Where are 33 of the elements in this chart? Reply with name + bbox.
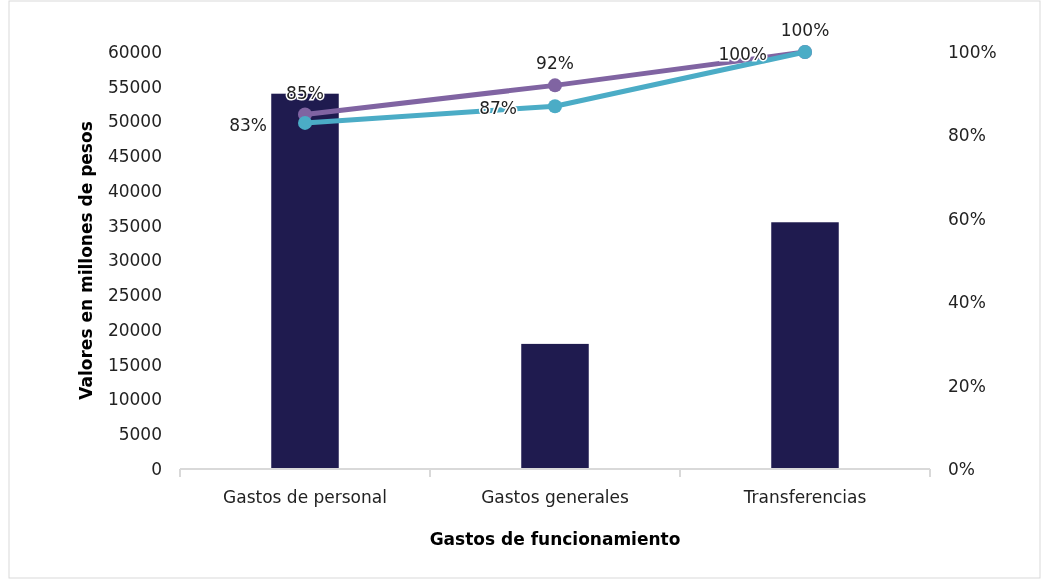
y-tick-label: 35000 <box>107 215 162 236</box>
y-tick-label: 10000 <box>107 389 162 410</box>
y2-tick-label: 40% <box>948 292 986 313</box>
x-tick-label: Gastos de personal <box>223 487 387 507</box>
y2-tick-label: 0% <box>948 458 975 479</box>
y-tick-label: 50000 <box>107 111 162 132</box>
y-tick-label: 45000 <box>107 146 162 167</box>
y-tick-label: 25000 <box>107 285 162 306</box>
point <box>548 78 562 93</box>
y2-tick-label: 20% <box>948 375 986 396</box>
y2-tick-label: 100% <box>948 41 997 62</box>
y-tick-label: 55000 <box>107 76 162 97</box>
y-tick-label: 20000 <box>107 319 162 340</box>
x-tick-label: Gastos generales <box>481 487 629 507</box>
bar <box>521 343 589 469</box>
point <box>548 99 562 114</box>
data-label: 92% <box>536 53 574 74</box>
y-tick-label: 0 <box>151 458 162 479</box>
data-label: 100% <box>780 20 830 40</box>
data-label: 83% <box>229 114 267 135</box>
y2-tick-label: 80% <box>948 125 986 146</box>
data-label: 100% <box>718 44 767 64</box>
x-axis-title: Gastos de funcionamiento <box>429 529 681 549</box>
y-tick-label: 15000 <box>107 354 162 375</box>
x-tick-label: Transferencias <box>742 487 867 507</box>
y-axis-title: Valores en millones de pesos <box>76 121 96 400</box>
y-tick-label: 5000 <box>118 424 162 445</box>
point <box>298 115 312 130</box>
bar <box>771 222 839 469</box>
y-tick-label: 60000 <box>107 41 162 62</box>
y2-tick-label: 60% <box>948 208 986 229</box>
y-tick-label: 30000 <box>107 250 162 271</box>
y-tick-label: 40000 <box>107 180 162 201</box>
